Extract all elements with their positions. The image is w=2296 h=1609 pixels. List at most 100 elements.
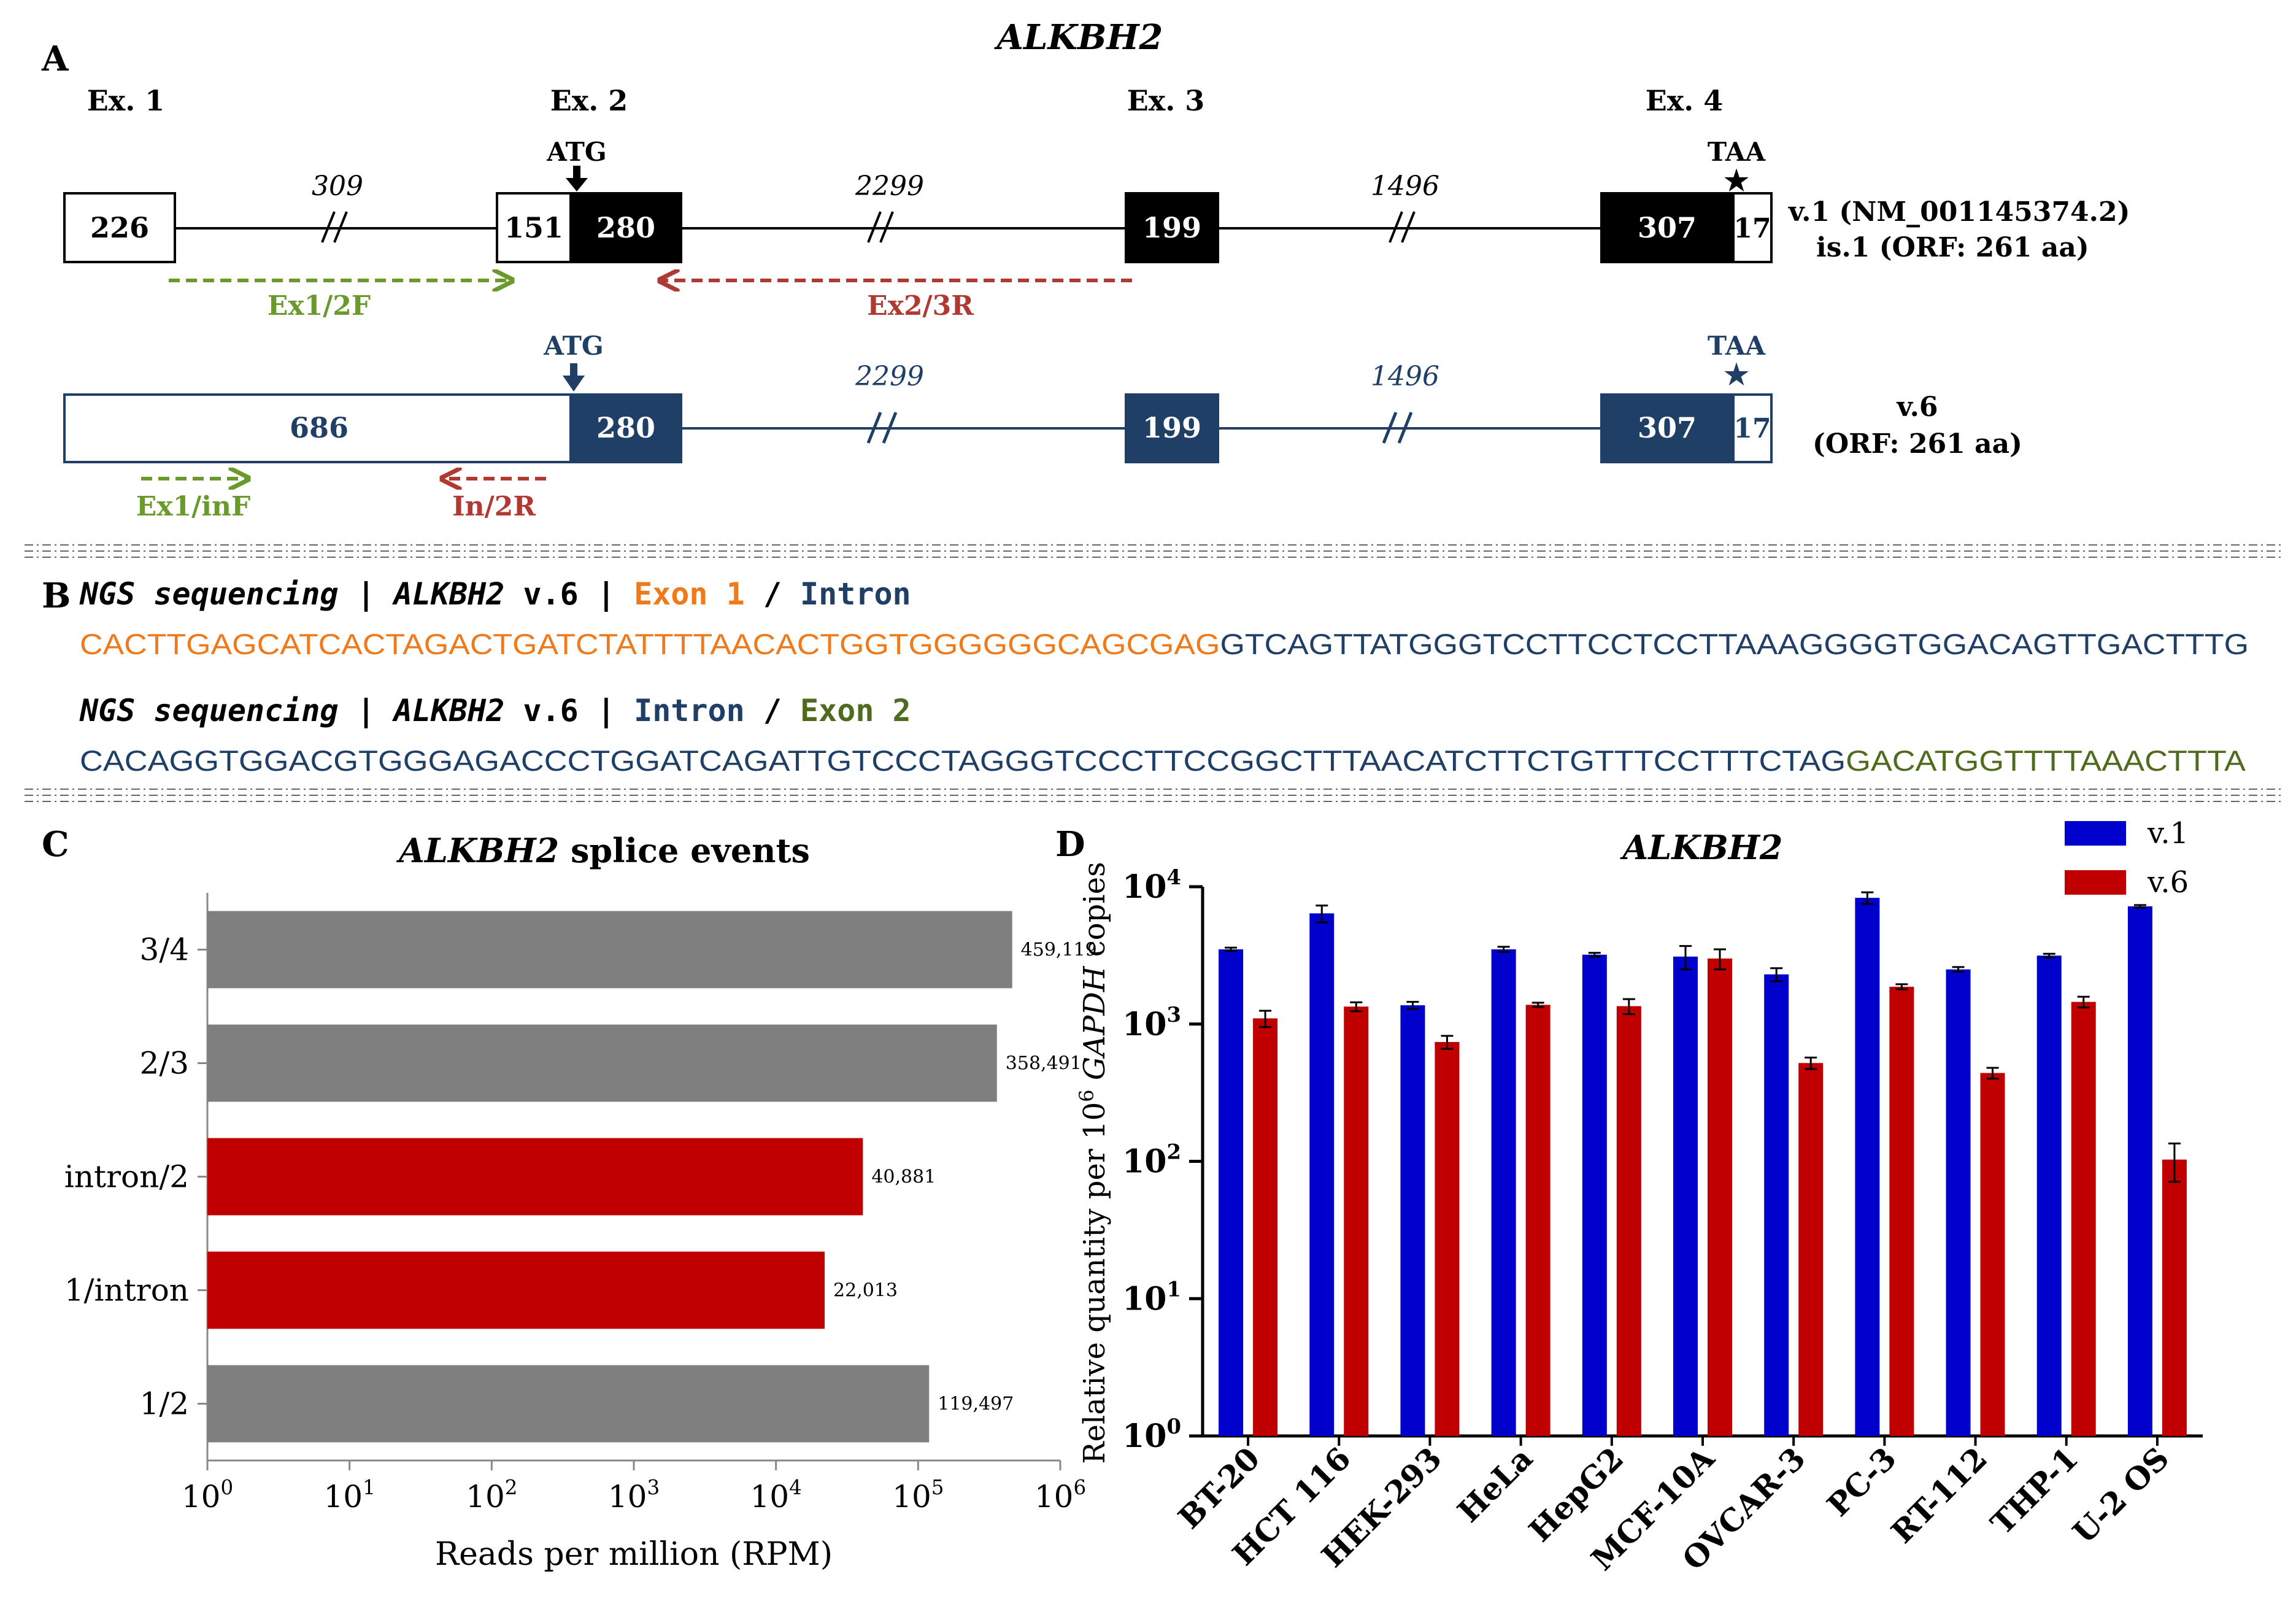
intron3-length: 1496 [1371,171,1439,202]
c-category-label: 3/4 [140,932,189,968]
intron1-length: 309 [312,171,363,202]
v6-label-2: (ORF: 261 aa) [1813,428,2022,460]
intron-break-3 [1389,211,1416,243]
svg-text:226: 226 [90,211,149,244]
seq2-exon2: GACATGGTTTTAAACTTTA [1846,744,2246,777]
d-category-label: U-2 OS [2066,1440,2176,1551]
sequence-1: CACTTGAGCATCACTAGACTGATCTATTTTAACACTGGTG… [80,628,2249,660]
d-legend-swatch-v.6 [2065,870,2126,895]
v6-label-1: v.6 [1896,392,1938,423]
d-bar-v.6 [1525,1005,1551,1436]
chart-splice-events: 100 101 102 103 104 105 106 3/4 459,119 2/3 358,49… [64,893,1097,1573]
d-bar-v.6 [1435,1042,1460,1436]
svg-text:280: 280 [596,211,655,244]
v6-stop-star-icon: ★ [1722,357,1751,393]
d-y-tick-label: 103 [1122,1002,1181,1043]
d-legend-swatch-v.1 [2065,821,2126,846]
ngs-header-2: NGS sequencing | ALKBH2 v.6 | Intron / E… [79,693,911,728]
c-x-tick-label: 102 [466,1476,517,1514]
d-legend-label: v.1 [2147,816,2189,851]
svg-text:Ex1/2F: Ex1/2F [268,290,371,322]
d-y-tick-label: 104 [1122,865,1181,906]
d-bar-v.1 [1309,913,1335,1436]
c-category-label: 1/intron [64,1273,189,1308]
figure-title: ALKBH2 [994,17,1163,58]
svg-text:Ex1/inF: Ex1/inF [136,491,250,522]
v1-label-2: is.1 (ORF: 261 aa) [1816,232,2089,263]
v1-exon4-utr [1732,192,1773,263]
v1-stop-star-icon: ★ [1722,163,1751,199]
svg-text:151: 151 [504,211,563,244]
c-category-label: intron/2 [64,1159,189,1195]
v6-exon4-cds [1600,393,1735,463]
svg-text:280: 280 [596,411,655,444]
intron-break-1 [321,211,348,243]
d-y-tick-label: 101 [1122,1276,1181,1318]
d-bar-v.1 [1855,898,1880,1436]
separator-2 [25,789,2283,802]
c-bar [207,1251,825,1329]
d-bar-v.6 [1253,1018,1278,1436]
d-bar-v.1 [2127,906,2152,1436]
v1-atg-label: ATG [546,137,606,167]
intron-break-2 [867,211,894,243]
d-category-label: HeLa [1450,1440,1539,1529]
v1-exon2-cds [569,192,682,263]
svg-text:17: 17 [1733,413,1771,444]
exon-label-1: Ex. 1 [87,84,165,117]
v6-atg-arrow-icon [563,363,585,392]
v6-intron3-length: 1496 [1371,361,1439,392]
d-bar-v.6 [2162,1159,2187,1436]
c-bar [207,1024,997,1102]
panel-a-letter: A [41,39,69,79]
separator-1 [25,544,2283,558]
c-value-label: 119,497 [938,1394,1014,1415]
svg-text:307: 307 [1638,411,1697,444]
v1-exon2-utr [496,192,572,263]
d-bar-v.1 [1491,949,1516,1436]
d-bar-v.1 [1219,949,1244,1436]
v6-exon4-utr [1732,393,1773,463]
exon-label-4: Ex. 4 [1646,84,1724,117]
svg-text:307: 307 [1638,211,1697,244]
v1-label-1: v.1 (NM_001145374.2) [1788,196,2130,228]
c-value-label: 22,013 [833,1280,898,1302]
d-bar-v.1 [1946,969,1971,1436]
d-bar-v.6 [1708,958,1732,1436]
svg-text:Ex2/3R: Ex2/3R [867,290,974,322]
v1-exon1 [63,192,176,263]
c-bar [207,1138,863,1216]
v1-exon3 [1125,192,1219,263]
v1-taa-label: TAA [1708,137,1766,167]
d-bar-v.6 [2071,1001,2096,1436]
svg-text:199: 199 [1142,411,1201,444]
d-bar-v.1 [1582,954,1607,1436]
c-x-tick-label: 105 [892,1476,944,1514]
d-category-label: RT-112 [1884,1440,1994,1550]
svg-text:199: 199 [1142,211,1201,244]
seq2-intron: CACAGGTGGACGTGGGAGACCCTGGATCAGATTGTCCCTA… [80,744,1846,777]
svg-text:17: 17 [1733,213,1771,244]
v1-atg-arrow-icon [566,166,588,191]
exon-label-2: Ex. 2 [550,84,628,117]
c-bar [207,911,1012,989]
svg-text:In/2R: In/2R [452,491,536,522]
v6-exon1 [63,393,572,463]
d-bar-v.6 [1889,986,1914,1436]
d-y-axis-title: Relative quantity per 106 GAPDH copies [1075,862,1112,1464]
panel-d-letter: D [1055,824,1085,865]
svg-text:686: 686 [290,411,349,444]
intron-break-5 [1382,412,1413,444]
transcript-v1: 309 2299 1496 226 151 280 199 307 17 ATG… [63,137,2130,322]
v6-taa-label: TAA [1708,331,1766,361]
exon-label-3: Ex. 3 [1127,84,1205,117]
d-bar-v.1 [1400,1005,1425,1436]
v1-exon4-cds [1600,192,1735,263]
c-category-label: 2/3 [140,1046,189,1081]
panel-b-letter: B [42,576,71,616]
c-value-label: 40,881 [871,1167,936,1188]
d-y-tick-label: 100 [1122,1414,1181,1455]
v6-atg-label: ATG [543,331,603,361]
c-x-tick-label: 104 [750,1476,802,1514]
d-bar-v.6 [1344,1006,1369,1436]
